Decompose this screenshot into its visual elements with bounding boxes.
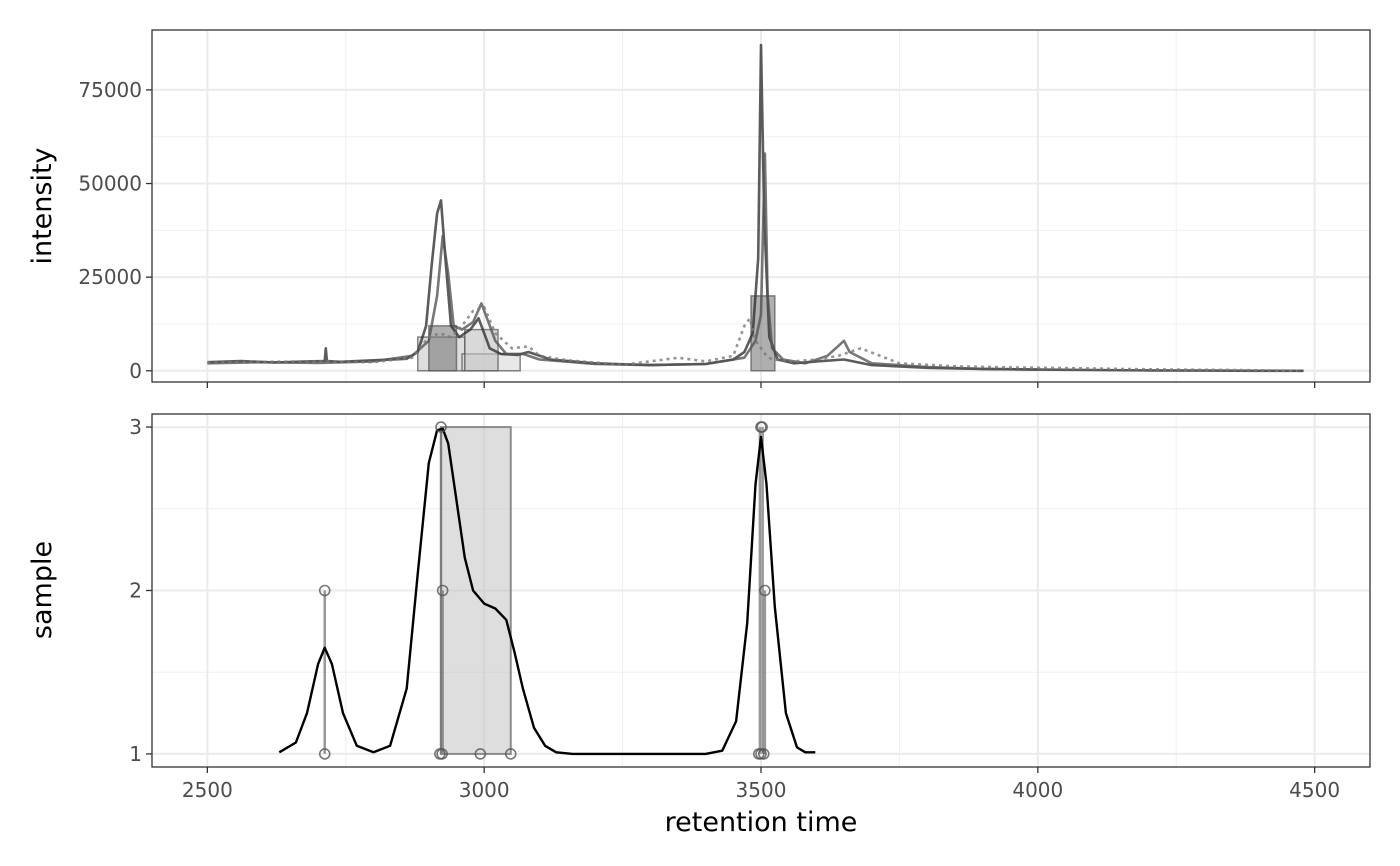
x-tick-label: 2500 [182,778,233,802]
peak-point [759,584,771,597]
x-tick-label: 4000 [1012,778,1063,802]
peak-point [436,748,448,760]
intensity-axis-ticks: 0 25000 50000 75000 [78,78,1316,388]
x-tick-label: 4500 [1289,778,1340,802]
y-tick-label: 3 [129,415,142,439]
peak-point [435,421,447,433]
feature-group-rect [439,426,512,755]
sample-axis-title: sample [27,541,58,639]
intensity-panel: 0 25000 50000 75000 intensity [27,29,1371,388]
retention-time-axis-title: retention time [665,807,858,838]
intensity-panel-data [207,43,1304,373]
y-tick-label: 2 [129,579,142,603]
x-tick-label: 3000 [459,778,510,802]
peak-point [474,748,487,760]
chromatogram-trace [207,152,1038,371]
sample-panel-data [278,421,816,760]
x-tick-label: 3500 [736,778,787,802]
peak-point [756,421,768,433]
y-tick-label: 25000 [78,265,142,289]
peak-area-rect [428,325,458,372]
peak-point [318,584,331,597]
chromatogram-trace [207,305,1299,373]
intensity-axis-title: intensity [27,147,58,264]
peak-point [436,584,449,597]
peak-point [757,748,770,760]
sample-panel: 1 2 3 2500 3000 3500 4000 4500 sample retention… [27,413,1371,838]
y-tick-label: 50000 [78,172,142,196]
peak-point [318,748,331,760]
y-tick-label: 0 [129,359,142,383]
peak-point [504,748,517,760]
y-tick-label: 75000 [78,78,142,102]
density-curve [278,427,816,756]
y-tick-label: 1 [129,742,142,766]
sample-axis-ticks: 1 2 3 2500 3000 3500 4000 4500 [129,415,1340,802]
